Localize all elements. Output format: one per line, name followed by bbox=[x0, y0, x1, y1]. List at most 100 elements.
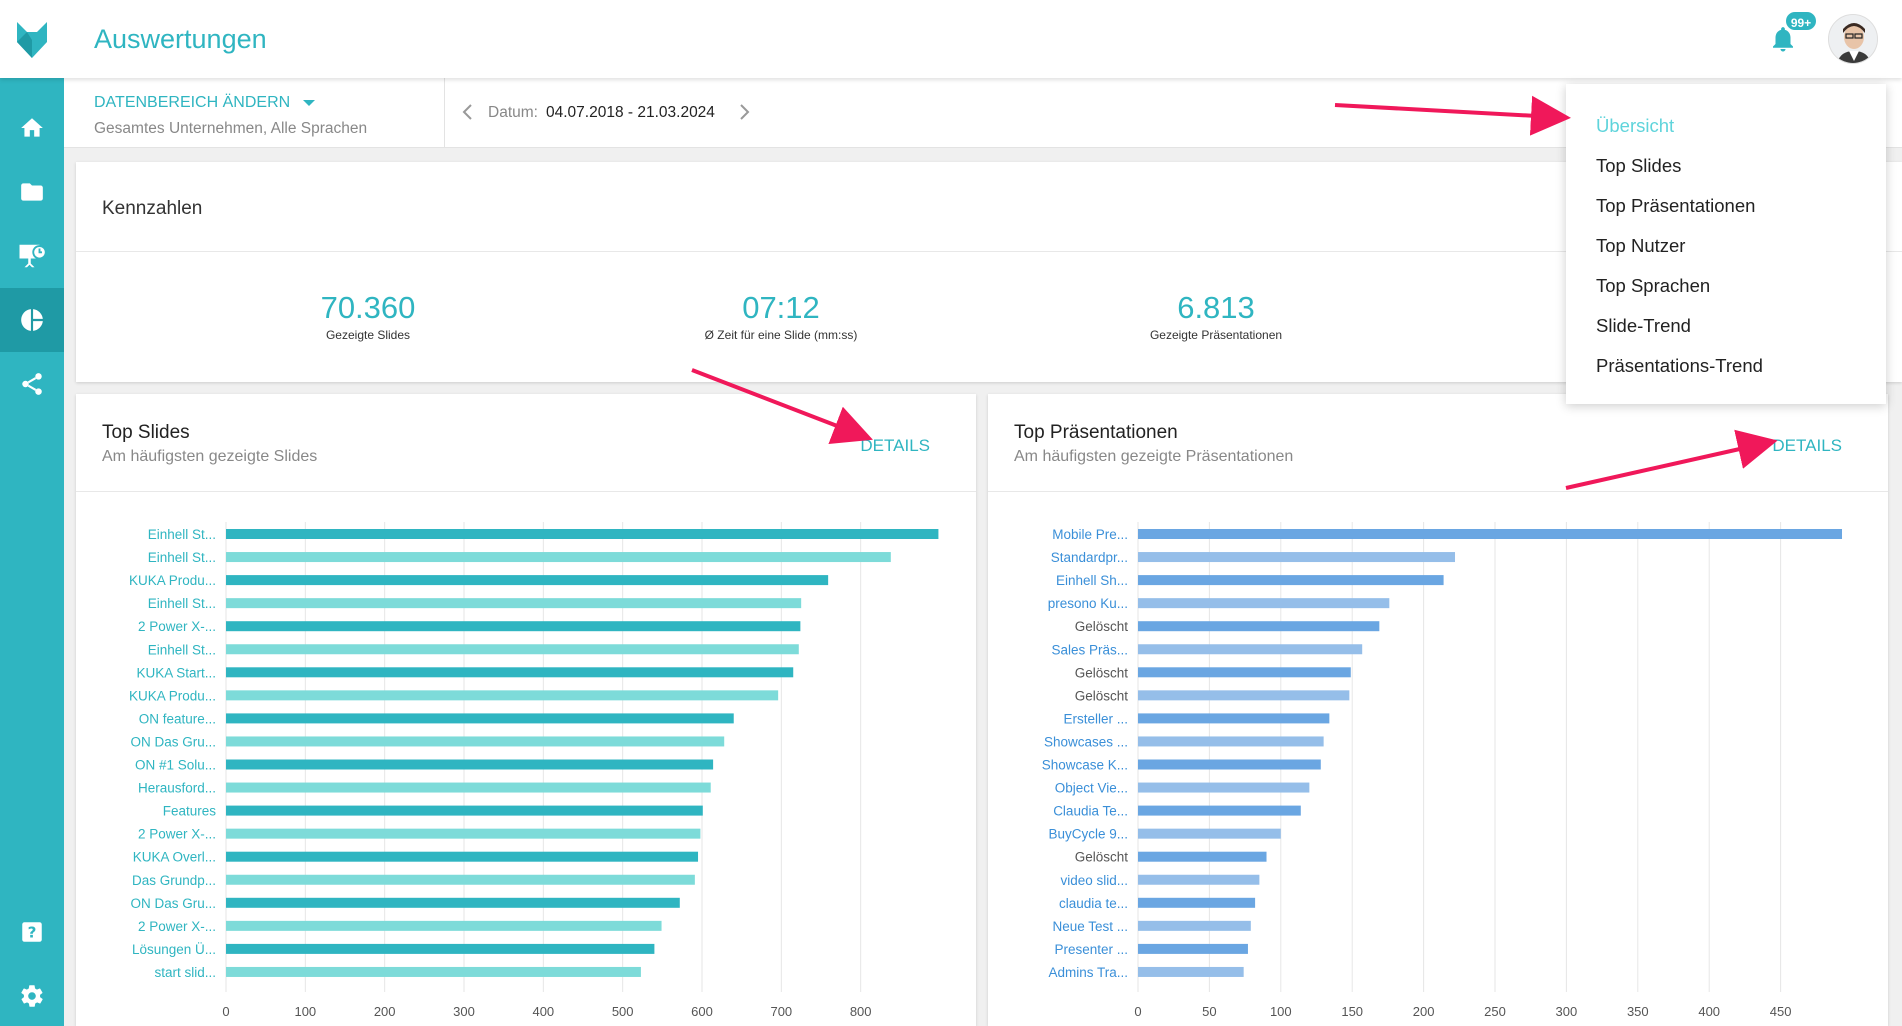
divider bbox=[444, 78, 445, 148]
bar bbox=[226, 552, 891, 563]
notification-bell-icon[interactable] bbox=[1768, 24, 1798, 54]
x-tick-label: 300 bbox=[453, 1004, 475, 1019]
y-category-label: claudia te... bbox=[1059, 896, 1128, 911]
home-icon bbox=[21, 118, 43, 137]
x-tick-label: 350 bbox=[1627, 1004, 1649, 1019]
y-category-label: ON Das Gru... bbox=[130, 896, 216, 911]
x-tick-label: 250 bbox=[1484, 1004, 1506, 1019]
bar bbox=[1138, 897, 1256, 908]
x-tick-label: 200 bbox=[1413, 1004, 1435, 1019]
bar bbox=[1138, 644, 1363, 655]
sidebar-item-share[interactable] bbox=[0, 352, 64, 416]
bar bbox=[226, 920, 662, 931]
bar bbox=[226, 874, 695, 885]
bar bbox=[1138, 736, 1324, 747]
menu-item-top-slides[interactable]: Top Slides bbox=[1596, 155, 1682, 176]
svg-text:?: ? bbox=[28, 923, 37, 941]
card-header: Top Slides Am häufigsten gezeigte Slides… bbox=[76, 394, 976, 492]
y-category-label: ON #1 Solu... bbox=[135, 758, 216, 773]
folder-icon bbox=[21, 183, 43, 201]
bar bbox=[226, 851, 699, 862]
top-slides-card: Top Slides Am häufigsten gezeigte Slides… bbox=[76, 394, 976, 1026]
section-menu: Übersicht Top Slides Top Präsentationen … bbox=[1566, 84, 1886, 404]
menu-item-top-languages[interactable]: Top Sprachen bbox=[1596, 275, 1711, 296]
x-tick-label: 50 bbox=[1202, 1004, 1216, 1019]
date-next-button[interactable] bbox=[734, 100, 754, 124]
fox-logo-icon bbox=[17, 22, 47, 58]
y-category-label: Standardpr... bbox=[1051, 550, 1128, 565]
avatar[interactable] bbox=[1828, 14, 1878, 64]
y-category-label: Einhell St... bbox=[148, 596, 216, 611]
y-category-label: Neue Test ... bbox=[1052, 919, 1128, 934]
y-category-label: Einhell Sh... bbox=[1056, 573, 1128, 588]
y-category-label: KUKA Produ... bbox=[129, 573, 216, 588]
menu-item-top-users[interactable]: Top Nutzer bbox=[1596, 235, 1686, 256]
y-category-label: Das Grundp... bbox=[132, 873, 216, 888]
x-tick-label: 300 bbox=[1556, 1004, 1578, 1019]
y-category-label: Gelöscht bbox=[1075, 665, 1129, 680]
y-category-label: Showcase K... bbox=[1042, 758, 1128, 773]
x-tick-label: 0 bbox=[222, 1004, 229, 1019]
help-icon: ? bbox=[22, 922, 42, 942]
y-category-label: Gelöscht bbox=[1075, 688, 1129, 703]
menu-item-slide-trend[interactable]: Slide-Trend bbox=[1596, 315, 1691, 336]
kpi-value: 07:12 bbox=[742, 290, 820, 325]
settings-icon bbox=[21, 985, 43, 1007]
kpi-label: Ø Zeit für eine Slide (mm:ss) bbox=[704, 328, 858, 342]
page-title: Auswertungen bbox=[94, 24, 267, 54]
x-tick-label: 200 bbox=[374, 1004, 396, 1019]
x-tick-label: 0 bbox=[1134, 1004, 1141, 1019]
details-button[interactable]: DETAILS bbox=[1772, 436, 1842, 455]
sidebar-item-analytics[interactable] bbox=[0, 288, 64, 352]
bar bbox=[226, 598, 802, 609]
x-tick-label: 150 bbox=[1341, 1004, 1363, 1019]
presentation-icon bbox=[19, 244, 47, 268]
date-range-value[interactable]: 04.07.2018 - 21.03.2024 bbox=[546, 104, 715, 121]
change-range-button[interactable]: DATENBEREICH ÄNDERN bbox=[94, 94, 316, 112]
top-bar: Auswertungen 99+ bbox=[0, 0, 1902, 78]
bar bbox=[1138, 713, 1330, 724]
x-tick-label: 500 bbox=[612, 1004, 634, 1019]
y-category-label: Einhell St... bbox=[148, 550, 216, 565]
bar bbox=[1138, 851, 1267, 862]
bar bbox=[1138, 966, 1244, 977]
menu-item-overview[interactable]: Übersicht bbox=[1596, 115, 1675, 136]
bar bbox=[1138, 621, 1380, 632]
y-category-label: Sales Präs... bbox=[1051, 642, 1128, 657]
menu-item-presentation-trend[interactable]: Präsentations-Trend bbox=[1596, 355, 1763, 376]
bar bbox=[1138, 920, 1251, 931]
y-category-label: Presenter ... bbox=[1054, 942, 1128, 957]
y-category-label: 2 Power X-... bbox=[138, 827, 216, 842]
y-category-label: Ersteller ... bbox=[1063, 711, 1128, 726]
y-category-label: Gelöscht bbox=[1075, 619, 1129, 634]
bar bbox=[1138, 575, 1444, 586]
y-category-label: Claudia Te... bbox=[1053, 804, 1128, 819]
change-range-label: DATENBEREICH ÄNDERN bbox=[94, 94, 291, 111]
bar bbox=[226, 713, 734, 724]
y-category-label: start slid... bbox=[154, 965, 216, 980]
top-presentations-card: Top Präsentationen Am häufigsten gezeigt… bbox=[988, 394, 1888, 1026]
sidebar-item-folders[interactable] bbox=[0, 160, 64, 224]
sidebar-item-help[interactable]: ? bbox=[0, 900, 64, 964]
y-category-label: Einhell St... bbox=[148, 527, 216, 542]
details-button[interactable]: DETAILS bbox=[860, 436, 930, 455]
x-tick-label: 800 bbox=[850, 1004, 872, 1019]
bar bbox=[226, 782, 711, 793]
sidebar-item-presentations[interactable] bbox=[0, 224, 64, 288]
y-category-label: Mobile Pre... bbox=[1052, 527, 1128, 542]
sidebar-item-settings[interactable] bbox=[0, 964, 64, 1026]
bar bbox=[1138, 552, 1456, 563]
logo[interactable] bbox=[0, 0, 64, 78]
sidebar-item-home[interactable] bbox=[0, 96, 64, 160]
card-title: Top Präsentationen bbox=[1014, 422, 1178, 443]
bar bbox=[226, 621, 801, 632]
menu-item-top-presentations[interactable]: Top Präsentationen bbox=[1596, 195, 1756, 216]
bar bbox=[1138, 874, 1260, 885]
bar bbox=[226, 759, 714, 770]
bar bbox=[226, 529, 939, 539]
x-tick-label: 700 bbox=[770, 1004, 792, 1019]
date-prev-button[interactable] bbox=[458, 100, 478, 124]
kpi-title: Kennzahlen bbox=[76, 162, 1902, 252]
bar bbox=[226, 897, 680, 908]
y-category-label: ON feature... bbox=[139, 711, 216, 726]
